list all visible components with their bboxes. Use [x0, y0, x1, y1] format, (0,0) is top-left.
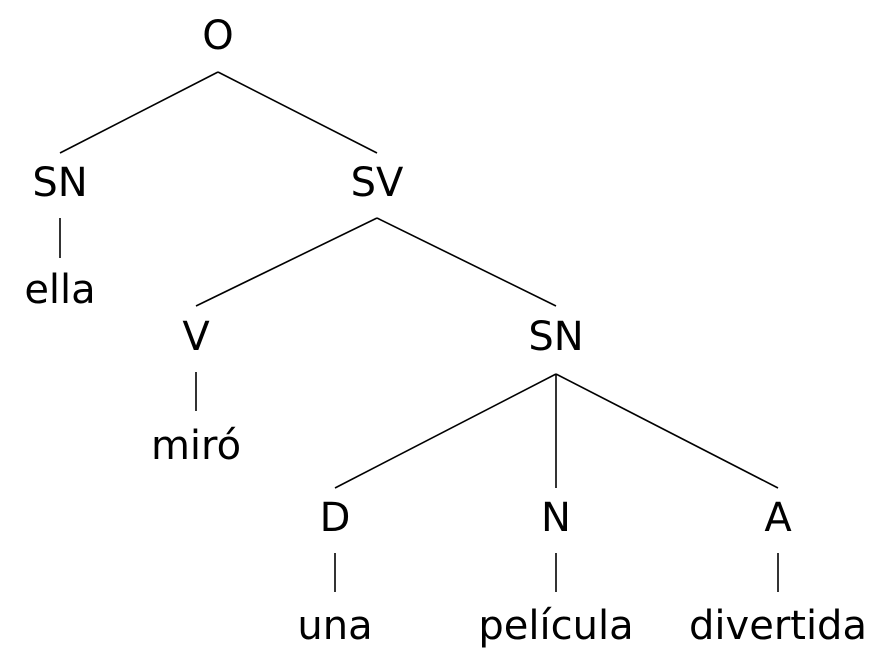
node-d: D [320, 495, 351, 541]
word-ella: ella [24, 267, 95, 313]
edge-sv-sn [376, 217, 557, 307]
edge-o-sv [217, 71, 378, 154]
word-una: una [297, 603, 372, 649]
node-n: N [541, 495, 571, 541]
edge-o-sn [59, 71, 219, 154]
node-v: V [182, 314, 210, 360]
word-miro: miró [151, 423, 241, 469]
edge-sv-v [195, 217, 378, 307]
node-sn-subject: SN [32, 160, 87, 206]
node-a: A [764, 495, 792, 541]
word-pelicula: película [478, 603, 633, 649]
node-o: O [202, 13, 233, 59]
word-divertida: divertida [689, 603, 867, 649]
edge-sn-d [334, 373, 557, 489]
edge-sn-a [555, 373, 779, 489]
node-sv: SV [351, 160, 404, 206]
node-sn-object: SN [528, 314, 583, 360]
